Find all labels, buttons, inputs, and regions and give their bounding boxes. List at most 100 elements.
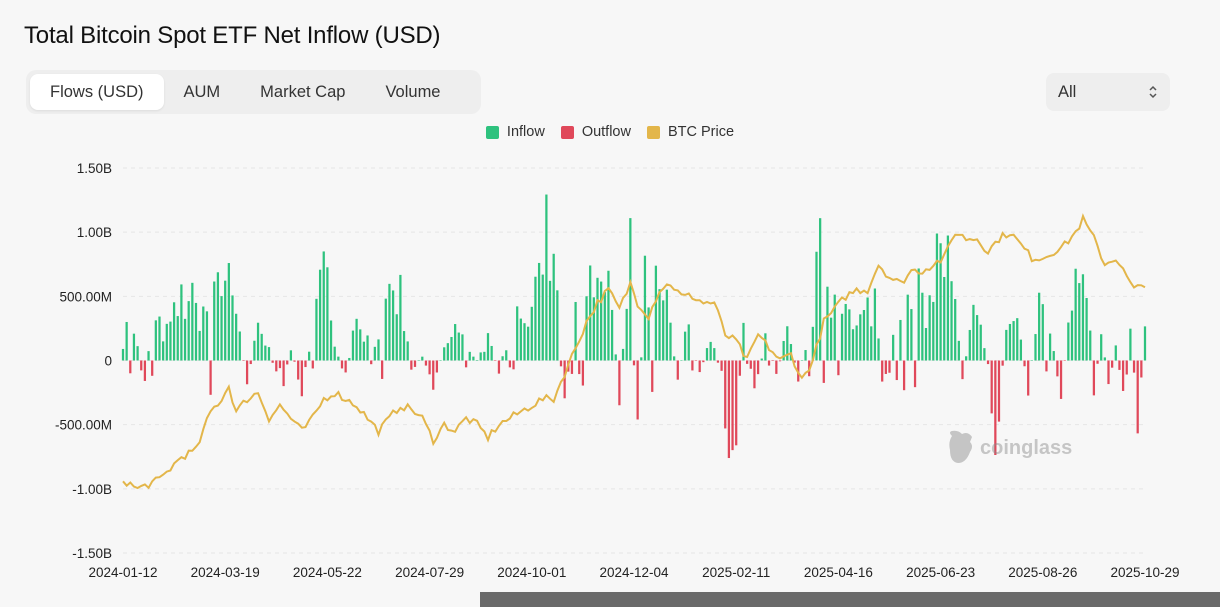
inflow-bar[interactable] [501,356,504,361]
outflow-bar[interactable] [278,360,282,369]
inflow-bar[interactable] [815,251,818,361]
outflow-bar[interactable] [304,360,307,368]
inflow-bar[interactable] [399,274,402,361]
inflow-bar[interactable] [395,314,398,361]
outflow-bar[interactable] [435,360,439,373]
inflow-bar[interactable] [530,306,533,361]
inflow-bar[interactable] [121,348,125,361]
outflow-bar[interactable] [1045,360,1048,372]
inflow-bar[interactable] [1008,323,1012,361]
inflow-bar[interactable] [965,356,968,361]
inflow-bar[interactable] [227,263,230,361]
legend-btc-price[interactable]: BTC Price [646,124,734,140]
outflow-bar[interactable] [581,360,585,386]
outflow-bar[interactable] [275,360,278,372]
outflow-bar[interactable] [735,360,738,446]
inflow-bar[interactable] [238,331,241,361]
inflow-bar[interactable] [454,324,457,361]
inflow-bar[interactable] [800,360,804,362]
inflow-bar[interactable] [975,315,979,361]
inflow-bar[interactable] [819,218,822,361]
outflow-bar[interactable] [497,360,501,374]
tab-volume[interactable]: Volume [385,82,441,101]
inflow-bar[interactable] [935,233,939,361]
outflow-bar[interactable] [370,360,373,365]
outflow-bar[interactable] [702,360,705,363]
outflow-bar[interactable] [245,360,249,385]
bottom-scrollbar[interactable] [480,592,1220,607]
inflow-bar[interactable] [873,288,877,361]
inflow-bar[interactable] [169,321,172,361]
inflow-bar[interactable] [1143,326,1147,361]
outflow-bar[interactable] [1136,360,1139,434]
inflow-bar[interactable] [461,334,464,361]
inflow-bar[interactable] [855,325,858,361]
inflow-bar[interactable] [377,339,380,361]
inflow-bar[interactable] [877,338,880,361]
inflow-bar[interactable] [1114,345,1117,361]
outflow-bar[interactable] [413,360,417,367]
inflow-bar[interactable] [600,281,603,361]
inflow-bar[interactable] [1041,304,1044,361]
outflow-bar[interactable] [271,360,274,363]
inflow-bar[interactable] [640,357,643,361]
inflow-bar[interactable] [760,358,763,361]
inflow-bar[interactable] [1078,283,1081,361]
inflow-bar[interactable] [384,298,387,361]
tab-aum[interactable]: AUM [183,82,221,101]
inflow-bar[interactable] [1081,274,1085,361]
inflow-bar[interactable] [1048,333,1052,361]
outflow-bar[interactable] [1132,360,1136,373]
outflow-bar[interactable] [297,360,300,380]
inflow-bar[interactable] [811,326,814,361]
inflow-bar[interactable] [866,297,869,361]
outflow-bar[interactable] [286,360,289,365]
inflow-bar[interactable] [505,350,508,361]
outflow-bar[interactable] [691,360,694,371]
inflow-bar[interactable] [742,322,745,361]
outflow-bar[interactable] [1107,360,1110,385]
outflow-bar[interactable] [1140,360,1143,378]
inflow-bar[interactable] [906,294,909,361]
outflow-bar[interactable] [738,360,741,376]
time-range-select[interactable]: All [1046,73,1170,111]
inflow-bar[interactable] [1034,334,1037,361]
inflow-bar[interactable] [804,350,807,361]
outflow-bar[interactable] [494,360,497,362]
outflow-bar[interactable] [381,360,384,379]
inflow-bar[interactable] [658,289,661,361]
outflow-bar[interactable] [986,360,990,365]
inflow-bar[interactable] [457,332,460,361]
inflow-bar[interactable] [333,346,336,361]
inflow-bar[interactable] [472,356,475,361]
inflow-bar[interactable] [826,286,829,361]
outflow-bar[interactable] [428,360,431,375]
inflow-bar[interactable] [322,251,325,361]
outflow-bar[interactable] [570,360,574,374]
inflow-bar[interactable] [950,281,953,361]
inflow-bar[interactable] [165,323,168,361]
inflow-bar[interactable] [260,333,263,361]
inflow-bar[interactable] [829,317,833,361]
inflow-bar[interactable] [486,333,490,361]
inflow-bar[interactable] [687,324,690,361]
outflow-bar[interactable] [676,360,679,380]
inflow-bar[interactable] [1070,310,1074,361]
inflow-bar[interactable] [537,262,541,361]
outflow-bar[interactable] [961,360,964,380]
inflow-bar[interactable] [351,330,355,361]
inflow-bar[interactable] [607,270,610,361]
outflow-bar[interactable] [837,360,840,376]
inflow-bar[interactable] [709,341,712,361]
inflow-bar[interactable] [147,351,150,361]
outflow-bar[interactable] [151,360,154,376]
inflow-bar[interactable] [187,301,190,361]
inflow-bar[interactable] [417,360,420,362]
inflow-bar[interactable] [541,274,544,361]
inflow-bar[interactable] [1016,318,1019,361]
outflow-bar[interactable] [618,360,621,406]
outflow-bar[interactable] [508,360,512,368]
outflow-bar[interactable] [559,360,563,367]
outflow-bar[interactable] [410,360,413,370]
outflow-bar[interactable] [1001,360,1004,366]
